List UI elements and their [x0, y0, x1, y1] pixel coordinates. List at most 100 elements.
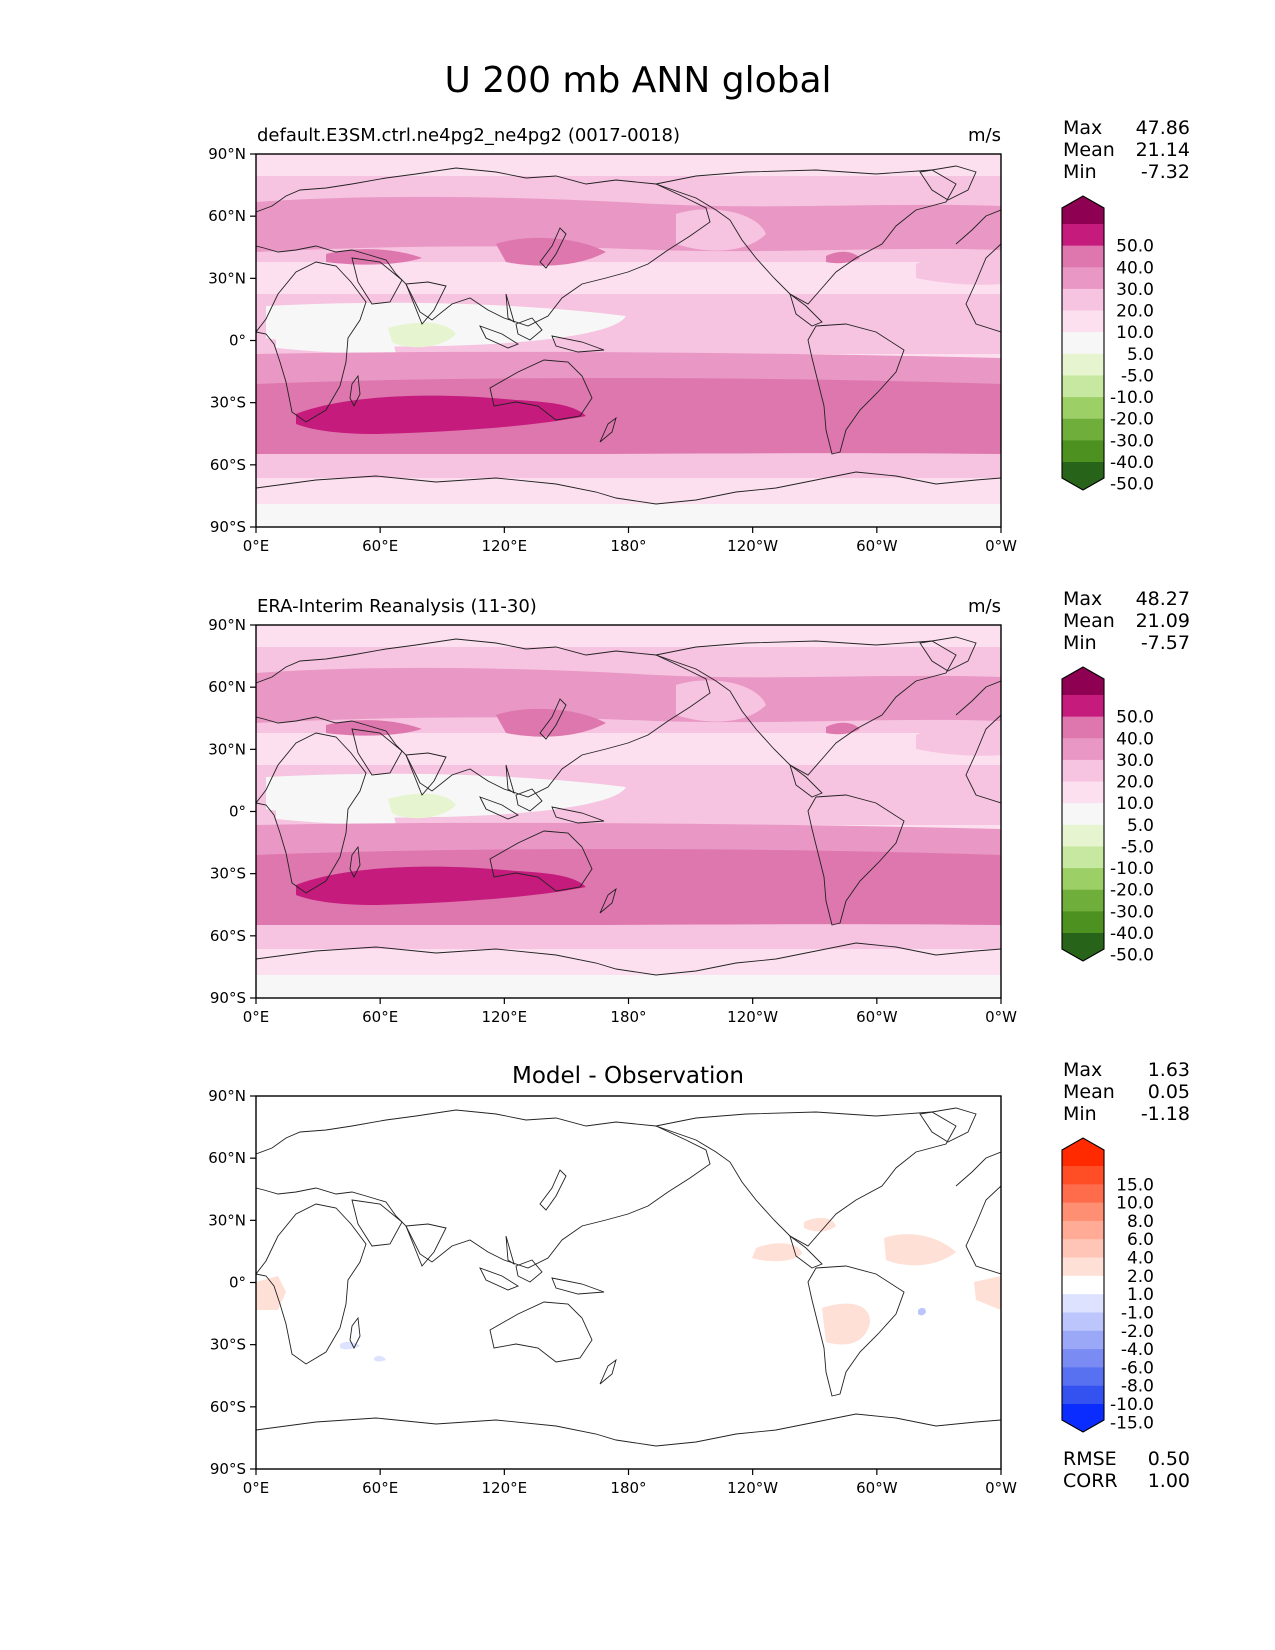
colorbar-extend-top	[1062, 667, 1104, 695]
stats-block: Max 48.27 Mean 21.09 Min -7.57	[1063, 588, 1190, 654]
colorbar-label: 50.0	[1116, 708, 1154, 728]
y-tick-label: 60°N	[208, 207, 246, 225]
colorbar-label: 30.0	[1116, 751, 1154, 771]
x-tick-label: 60°E	[362, 1479, 398, 1497]
map-field	[256, 1096, 1001, 1469]
colorbar-outline	[1061, 666, 1105, 962]
colorbar-segment	[1062, 911, 1104, 934]
panel-units: m/s	[968, 125, 1001, 146]
stat-label-rmse: RMSE	[1063, 1448, 1117, 1470]
colorbar-label: 50.0	[1116, 237, 1154, 257]
colorbar-label: 2.0	[1127, 1267, 1154, 1287]
x-tick-label: 120°W	[727, 1479, 778, 1497]
x-tick-label: 120°E	[482, 1479, 528, 1497]
y-tick-label: 90°N	[208, 1087, 246, 1105]
stat-value-max: 1.63	[1148, 1059, 1190, 1081]
colorbar: 15.010.08.06.04.02.01.0-1.0-2.0-4.0-6.0-…	[1061, 1137, 1154, 1433]
x-tick-label: 0°E	[243, 1479, 270, 1497]
x-tick-label: 0°W	[985, 1008, 1017, 1026]
y-tick-label: 90°S	[210, 989, 246, 1007]
colorbar-segment	[1062, 1257, 1104, 1277]
colorbar-outline	[1061, 1137, 1105, 1433]
stat-label-min: Min	[1063, 632, 1097, 654]
panel-title: default.E3SM.ctrl.ne4pg2_ne4pg2 (0017-00…	[257, 125, 680, 146]
stat-value-max: 47.86	[1136, 117, 1190, 139]
colorbar-label: 8.0	[1127, 1212, 1154, 1232]
colorbar-label: -40.0	[1110, 924, 1154, 944]
axis-ticks: 0°E 60°E 120°E 180° 120°W 60°W 0°W 90°N 60°N 30°N…	[208, 616, 1017, 1026]
colorbar-segment	[1062, 418, 1104, 441]
axis-ticks: 0°E 60°E 120°E 180° 120°W 60°W 0°W 90°N 60°N 30°N…	[208, 145, 1017, 555]
y-tick-label: 30°S	[210, 865, 246, 883]
stat-label-min: Min	[1063, 161, 1097, 183]
colorbar-segment	[1062, 1330, 1104, 1350]
colorbar-label: -30.0	[1110, 431, 1154, 451]
stat-label-max: Max	[1063, 1059, 1102, 1081]
colorbar-label: -6.0	[1121, 1358, 1154, 1378]
colorbar-label: 20.0	[1116, 773, 1154, 793]
colorbar-label: -30.0	[1110, 902, 1154, 922]
panel-title: Model - Observation	[512, 1063, 744, 1089]
y-tick-label: 30°N	[208, 269, 246, 287]
colorbar-segment	[1062, 310, 1104, 333]
colorbar-label: -10.0	[1110, 388, 1154, 408]
x-tick-label: 60°W	[856, 1008, 898, 1026]
colorbar-label: 10.0	[1116, 323, 1154, 343]
colorbar-label: -8.0	[1121, 1377, 1154, 1397]
x-tick-label: 120°W	[727, 1008, 778, 1026]
colorbar-label: -1.0	[1121, 1303, 1154, 1323]
y-tick-label: 90°N	[208, 616, 246, 634]
colorbar-segment	[1062, 288, 1104, 312]
x-tick-label: 120°W	[727, 537, 778, 555]
y-tick-label: 60°S	[210, 1398, 246, 1416]
y-tick-label: 0°	[229, 332, 246, 350]
colorbar-segment	[1062, 375, 1104, 398]
colorbar-segment	[1062, 1385, 1104, 1405]
x-tick-label: 0°W	[985, 537, 1017, 555]
colorbar-segment	[1062, 868, 1104, 891]
colorbar-segment	[1062, 397, 1104, 420]
colorbar-segment	[1062, 353, 1104, 376]
x-tick-label: 60°E	[362, 1008, 398, 1026]
colorbar-segment	[1062, 1367, 1104, 1387]
stat-value-mean: 21.14	[1136, 139, 1190, 161]
stat-label-min: Min	[1063, 1103, 1097, 1125]
colorbar-segment	[1062, 332, 1104, 355]
colorbar-segment	[1062, 267, 1104, 290]
colorbar-segment	[1062, 1202, 1104, 1222]
colorbar-extend-bottom	[1062, 462, 1104, 490]
colorbar-segment	[1062, 1220, 1104, 1240]
y-tick-label: 90°N	[208, 145, 246, 163]
colorbar-label: -10.0	[1110, 859, 1154, 879]
stat-value-min: -1.18	[1141, 1103, 1190, 1125]
colorbar-label: -4.0	[1121, 1340, 1154, 1360]
stats-block: Max 1.63 Mean 0.05 Min -1.18	[1063, 1059, 1190, 1125]
x-tick-label: 180°	[610, 537, 646, 555]
figure-title: U 200 mb ANN global	[444, 60, 831, 101]
colorbar-label: 5.0	[1127, 345, 1154, 365]
colorbar-segment	[1062, 1239, 1104, 1259]
colorbar-label: -5.0	[1121, 837, 1154, 857]
x-tick-label: 120°E	[482, 1008, 528, 1026]
x-tick-label: 120°E	[482, 537, 528, 555]
rmse-corr-block: RMSE 0.50 CORR 1.00	[1063, 1448, 1190, 1492]
stat-value-corr: 1.00	[1148, 1470, 1190, 1492]
stat-label-mean: Mean	[1063, 610, 1115, 632]
colorbar-segment	[1062, 1166, 1104, 1185]
colorbar-segment	[1062, 1294, 1104, 1313]
stat-label-mean: Mean	[1063, 1081, 1115, 1103]
y-tick-label: 90°S	[210, 1460, 246, 1478]
y-tick-label: 30°S	[210, 1336, 246, 1354]
colorbar-label: -50.0	[1110, 946, 1154, 966]
x-tick-label: 60°W	[856, 537, 898, 555]
colorbar-segment	[1062, 803, 1104, 826]
colorbar-label: 4.0	[1127, 1249, 1154, 1269]
y-tick-label: 60°N	[208, 1149, 246, 1167]
map-field	[256, 154, 1001, 527]
colorbar: 50.040.030.020.010.05.0-5.0-10.0-20.0-30…	[1061, 666, 1154, 966]
colorbar-segment	[1062, 1349, 1104, 1368]
colorbar-extend-bottom	[1062, 1404, 1104, 1432]
panel-observation: ERA-Interim Reanalysis (11-30) m/s 0°E 60…	[208, 588, 1190, 1026]
x-tick-label: 180°	[610, 1008, 646, 1026]
